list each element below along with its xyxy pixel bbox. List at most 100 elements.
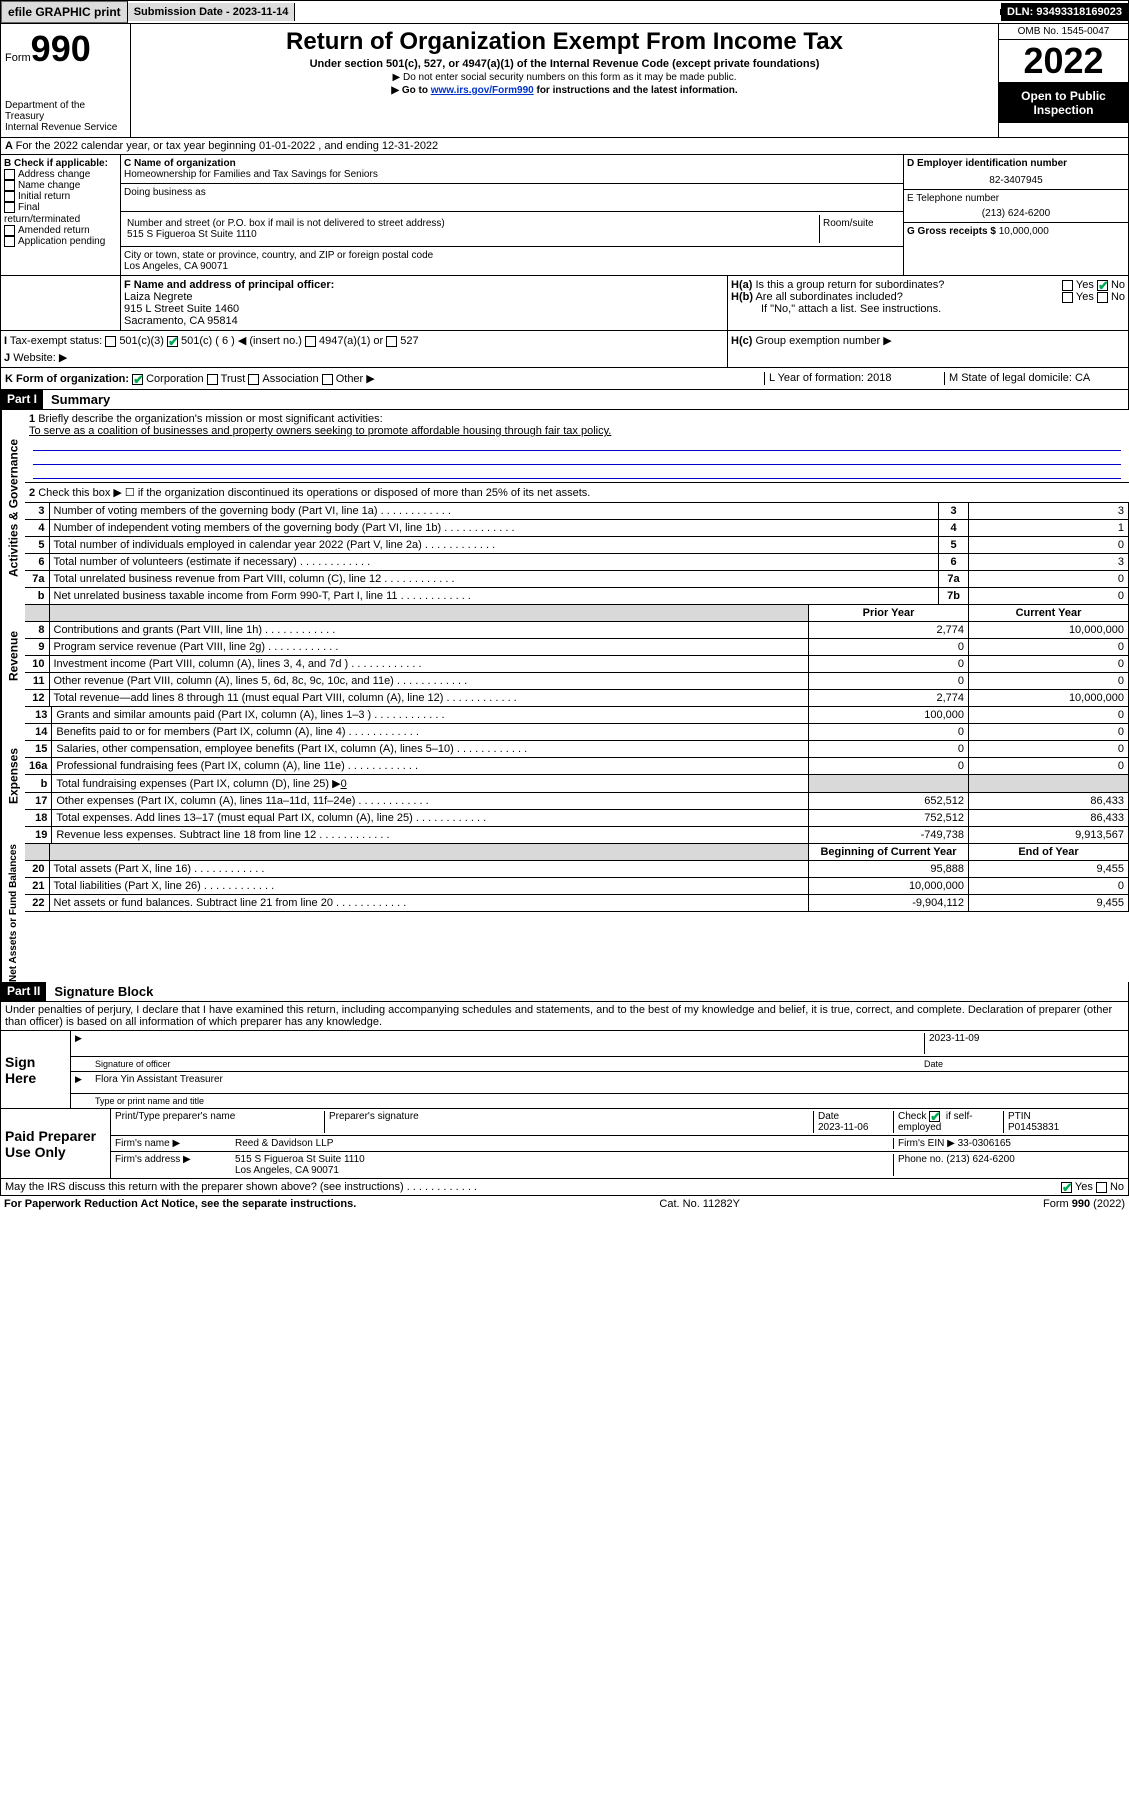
top-bar: efile GRAPHIC print Submission Date - 20… [0,0,1129,24]
page-footer: For Paperwork Reduction Act Notice, see … [0,1196,1129,1212]
sign-block: Sign Here 2023-11-09 Signature of office… [0,1031,1129,1109]
q2: 2 Check this box ▶ ☐ if the organization… [25,483,1129,503]
exp-block: Expenses 13Grants and similar amounts pa… [0,707,1129,844]
hdr-curr: Current Year [969,605,1129,622]
dba-label: Doing business as [124,187,900,198]
f-label: F Name and address of principal officer: [124,279,724,291]
side-net: Net Assets or Fund Balances [1,844,25,982]
part1-title: Summary [43,390,118,409]
side-governance: Activities & Governance [1,410,25,605]
street: 515 S Figueroa St Suite 1110 [127,229,816,240]
dln: DLN: 93493318169023 [1001,3,1128,21]
q1: 1 Briefly describe the organization's mi… [29,413,1125,425]
b-opt-address[interactable]: Address change [4,169,117,180]
side-revenue: Revenue [1,605,25,707]
j-row: J Website: ▶ [4,351,724,364]
firm-name: Reed & Davidson LLP [235,1138,894,1149]
perjury-decl: Under penalties of perjury, I declare th… [0,1002,1129,1031]
mission-rule [33,437,1121,451]
printed-label: Type or print name and title [95,1096,204,1106]
fh-row: F Name and address of principal officer:… [0,276,1129,331]
hc-row: H(c) Group exemption number ▶ [731,334,1125,347]
officer-printed: Flora Yin Assistant Treasurer [95,1074,223,1091]
side-expenses: Expenses [1,707,25,844]
ein-label: D Employer identification number [907,158,1125,169]
submission-date: Submission Date - 2023-11-14 [128,3,296,21]
prep-sig-hdr: Preparer's signature [325,1111,814,1133]
rev-table: Prior Year Current Year 8Contributions a… [25,605,1129,707]
firm-addr: 515 S Figueroa St Suite 1110 Los Angeles… [235,1154,894,1176]
k-row: K Form of organization: Corporation Trus… [5,372,764,385]
exp-table: 13Grants and similar amounts paid (Part … [25,707,1129,844]
officer-name: Laiza Negrete [124,291,724,303]
officer-addr2: Sacramento, CA 95814 [124,315,724,327]
c-name-label: C Name of organization [124,158,900,169]
gov-block: Activities & Governance 1 Briefly descri… [0,410,1129,605]
part2-header: Part II Signature Block [0,982,1129,1002]
prep-ptin: PTINP01453831 [1004,1111,1124,1133]
prep-name-hdr: Print/Type preparer's name [115,1111,325,1133]
mission-rule [33,451,1121,465]
hdr-prior: Prior Year [809,605,969,622]
form-subtitle: Under section 501(c), 527, or 4947(a)(1)… [135,58,994,70]
part1-header: Part I Summary [0,390,1129,410]
phone: (213) 624-6200 [907,208,1125,219]
city: Los Angeles, CA 90071 [124,261,900,272]
preparer-label: Paid Preparer Use Only [1,1109,111,1178]
form-number: Form990 [5,28,126,70]
mission-rule [33,465,1121,479]
klm-row: K Form of organization: Corporation Trus… [0,368,1129,390]
sig-officer-label: Signature of officer [95,1059,924,1069]
arrow-icon [75,1033,95,1054]
discuss-row: May the IRS discuss this return with the… [0,1179,1129,1196]
efile-print-button[interactable]: efile GRAPHIC print [1,1,128,23]
preparer-block: Paid Preparer Use Only Print/Type prepar… [0,1109,1129,1179]
b-opt-initial[interactable]: Initial return [4,191,117,202]
open-inspection: Open to Public Inspection [999,83,1128,123]
hdr-boy: Beginning of Current Year [809,844,969,861]
phone-label: E Telephone number [907,193,1125,204]
tax-year: 2022 [999,40,1128,83]
net-block: Net Assets or Fund Balances Beginning of… [0,844,1129,982]
part2-bar: Part II [1,982,46,1001]
identity-block: B Check if applicable: Address change Na… [0,155,1129,276]
city-label: City or town, state or province, country… [124,250,900,261]
prep-selfemp: Check if self-employed [894,1111,1004,1133]
m-domicile: M State of legal domicile: CA [944,372,1124,385]
dept-treasury: Department of the Treasury Internal Reve… [5,100,126,133]
b-label: B Check if applicable: [4,158,117,169]
i-row: I Tax-exempt status: 501(c)(3) 501(c) ( … [4,334,724,347]
hdr-eoy: End of Year [969,844,1129,861]
net-table: Beginning of Current Year End of Year 20… [25,844,1129,912]
b-opt-name[interactable]: Name change [4,180,117,191]
date-label: Date [924,1059,1124,1069]
prep-date: Date2023-11-06 [814,1111,894,1133]
omb-number: OMB No. 1545-0047 [999,24,1128,40]
paperwork-notice: For Paperwork Reduction Act Notice, see … [4,1198,356,1210]
firm-ein: Firm's EIN ▶ 33-0306165 [894,1138,1124,1149]
ij-row: I Tax-exempt status: 501(c)(3) 501(c) ( … [0,331,1129,368]
form-header: Form990 Department of the Treasury Inter… [0,24,1129,138]
firm-addr-label: Firm's address ▶ [115,1154,235,1176]
cat-no: Cat. No. 11282Y [659,1198,740,1210]
period-row: A For the 2022 calendar year, or tax yea… [0,138,1129,155]
b-opt-amended[interactable]: Amended return [4,225,117,236]
gross-receipts: 10,000,000 [999,226,1049,237]
mission: To serve as a coalition of businesses an… [29,425,1125,437]
ssn-note: ▶ Do not enter social security numbers o… [135,72,994,83]
form-title: Return of Organization Exempt From Incom… [135,28,994,56]
b-opt-pending[interactable]: Application pending [4,236,117,247]
link-note: ▶ Go to www.irs.gov/Form990 for instruct… [135,85,994,96]
ha-row: H(a) Is this a group return for subordin… [731,279,1125,291]
gov-table: 3Number of voting members of the governi… [25,503,1129,605]
sign-here-label: Sign Here [1,1031,71,1108]
irs-link[interactable]: www.irs.gov/Form990 [431,85,534,96]
form-ref: Form 990 (2022) [1043,1198,1125,1210]
firm-name-label: Firm's name ▶ [115,1138,235,1149]
rev-block: Revenue Prior Year Current Year 8Contrib… [0,605,1129,707]
ein: 82-3407945 [907,175,1125,186]
firm-phone: Phone no. (213) 624-6200 [894,1154,1124,1176]
col-b: B Check if applicable: Address change Na… [1,155,121,275]
b-opt-final[interactable]: Final return/terminated [4,202,117,224]
part2-title: Signature Block [46,982,161,1001]
